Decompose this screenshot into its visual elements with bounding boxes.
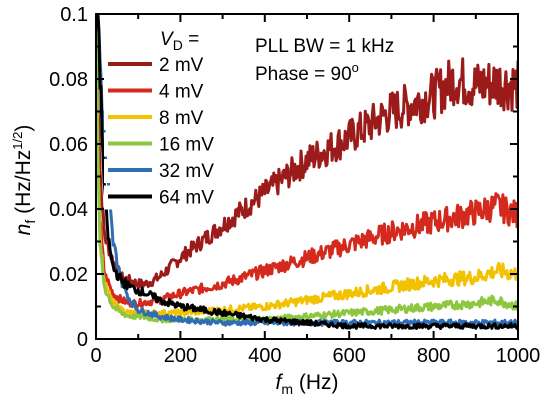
legend-header: VD = xyxy=(160,29,199,53)
x-tick-label: 0 xyxy=(90,345,101,367)
y-tick-label: 0.04 xyxy=(49,199,88,221)
legend-label: 4 mV xyxy=(159,82,204,103)
legend-label: 8 mV xyxy=(159,108,204,129)
x-tick-label: 800 xyxy=(417,345,450,367)
legend-entries: 2 mV 4 mV 8 mV 16 mV 32 mV 64 mV xyxy=(104,53,234,210)
legend-label: 2 mV xyxy=(159,55,204,76)
y-tick-label: 0.06 xyxy=(49,134,88,156)
series-line-2-mv xyxy=(96,14,518,290)
x-tick-label: 600 xyxy=(333,345,366,367)
plot-series-group xyxy=(96,14,518,330)
annotation-phase: Phase = 90o xyxy=(255,60,359,85)
legend-label: 16 mV xyxy=(159,135,214,156)
legend: VD = 2 mV 4 mV 8 mV 16 mV 32 mV 64 mV xyxy=(104,29,234,210)
y-axis-title: nf (Hz/Hz1/2) xyxy=(10,125,38,236)
legend-label: 32 mV xyxy=(159,161,214,182)
series-line-64-mv xyxy=(96,14,518,330)
x-tick-labels: 0 200 400 600 800 1000 xyxy=(90,345,540,367)
y-tick-label: 0 xyxy=(77,329,88,351)
annotation-pll-bw: PLL BW = 1 kHz xyxy=(255,36,394,57)
x-tick-label: 1000 xyxy=(496,345,541,367)
y-tick-label: 0.08 xyxy=(49,69,88,91)
axis-ticks-group xyxy=(95,13,519,340)
x-tick-label: 200 xyxy=(164,345,197,367)
y-tick-label: 0.02 xyxy=(49,264,88,286)
x-tick-label: 400 xyxy=(248,345,281,367)
x-axis-title: fm (Hz) xyxy=(275,371,338,397)
y-tick-label: 0.1 xyxy=(60,4,88,26)
legend-label: 64 mV xyxy=(159,188,214,209)
y-tick-labels: 0 0.02 0.04 0.06 0.08 0.1 xyxy=(49,4,88,351)
series-line-4-mv xyxy=(96,14,518,309)
